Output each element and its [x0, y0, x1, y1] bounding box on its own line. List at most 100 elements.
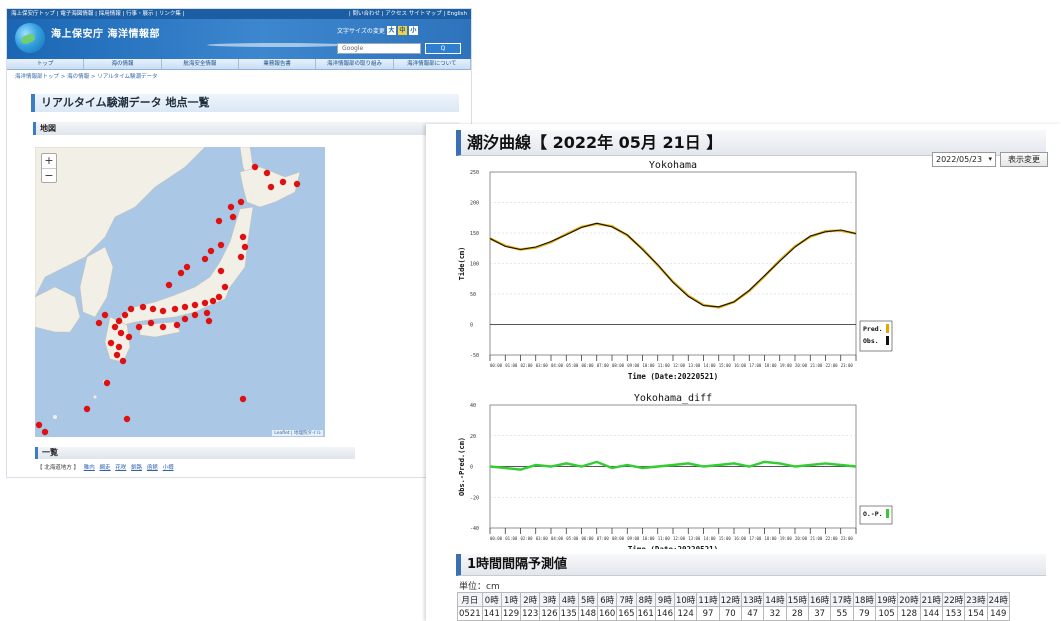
tide-chart-legend-swatch [886, 324, 889, 333]
tide-chart-ytick-label: 100 [470, 262, 479, 268]
font-size-small-button[interactable]: 小 [408, 26, 418, 35]
table-cell: 160 [597, 606, 618, 621]
table-header-cell: 8時 [635, 592, 656, 607]
breadcrumb[interactable]: 海洋情報部トップ > 海の情報 > リアルタイム験潮データ [15, 74, 158, 80]
nav-reports[interactable]: 業務報告書 [239, 59, 317, 69]
table-header-cell: 6時 [597, 592, 618, 607]
table-header-cell: 13時 [740, 592, 765, 607]
tide-chart-xtick-label: 10:00 [642, 363, 655, 368]
diff-chart-xtick-label: 02:00 [520, 536, 533, 541]
region-link-kushiro[interactable]: 釧路 [131, 465, 143, 471]
table-cell: 146 [654, 606, 675, 621]
region-label: 【 北海道地方 】 [37, 465, 79, 471]
tide-chart-xtick-label: 19:00 [780, 363, 793, 368]
table-header-cell: 1時 [500, 592, 522, 607]
diff-chart-xtick-label: 06:00 [581, 536, 594, 541]
diff-chart-xtick-label: 08:00 [612, 536, 625, 541]
font-size-medium-button[interactable]: 中 [397, 26, 407, 35]
table-header-cell: 11時 [696, 592, 720, 607]
tide-chart-xtick-label: 02:00 [520, 363, 533, 368]
tide-chart-series-obs [489, 222, 857, 308]
tide-chart-xtick-label: 01:00 [505, 363, 518, 368]
zoom-in-button[interactable]: + [44, 154, 54, 167]
date-select-value: 2022/05/23 [936, 155, 983, 164]
station-list-window: 海上保安庁トップ | 電子海図情報 | 採用情報 | 行事・展示 | リンク集 … [6, 8, 472, 478]
diff-chart-xtick-label: 14:00 [703, 536, 716, 541]
search-input[interactable]: Google [337, 43, 421, 54]
region-link-abashiri[interactable]: 網走 [99, 465, 111, 471]
tide-chart-legend-swatch [886, 336, 889, 345]
chevron-down-icon: ▾ [988, 155, 992, 163]
tide-chart-legend-label: Obs. [863, 337, 879, 345]
diff-chart-title: Yokohama_diff [634, 393, 712, 404]
global-nav: トップ 海の情報 航海安全情報 業務報告書 海洋情報部の取り組み 海洋情報部につ… [7, 59, 471, 70]
table-header-cell: 2時 [520, 592, 541, 607]
nav-sea-info[interactable]: 海の情報 [84, 59, 162, 69]
map-attribution[interactable]: Leaflet | 地理院タイル [272, 430, 323, 436]
diff-chart-xtick-label: 16:00 [734, 536, 747, 541]
region-link-otaru[interactable]: 小樽 [162, 465, 174, 471]
site-title[interactable]: 海上保安庁 海洋情報部 [51, 29, 160, 40]
nav-navigation-safety[interactable]: 航海安全情報 [162, 59, 239, 69]
table-header-cell: 4時 [558, 592, 579, 607]
search-button[interactable]: Q [425, 43, 461, 54]
tide-chart-xtick-label: 12:00 [673, 363, 686, 368]
tide-chart-xtick-label: 18:00 [764, 363, 777, 368]
diff-chart-ytick-label: 20 [470, 434, 476, 440]
diff-chart-xtick-label: 03:00 [536, 536, 549, 541]
table-cell: 129 [500, 606, 522, 621]
font-size-control: 文字サイズの変更 大 中 小 [337, 26, 418, 35]
diff-chart-xtick-label: 13:00 [688, 536, 701, 541]
site-header: 海上保安庁 海洋情報部 文字サイズの変更 大 中 小 Google Q [7, 19, 471, 59]
utility-right-links[interactable]: | 問い合わせ | アクセス サイトマップ | [348, 11, 446, 17]
diff-chart-xtick-label: 22:00 [825, 536, 838, 541]
utility-links[interactable]: 海上保安庁トップ | 電子海図情報 | 採用情報 | 行事・展示 | リンク集 … [11, 11, 185, 17]
japan-map-graphic [35, 147, 301, 436]
table-cell: 149 [986, 606, 1010, 621]
table-header-cell: 19時 [874, 592, 899, 607]
diff-chart-xtick-label: 17:00 [749, 536, 762, 541]
zoom-out-button[interactable]: − [42, 168, 56, 182]
station-map[interactable]: + − Leaflet | 地理院タイル [35, 147, 325, 437]
diff-chart-xtick-label: 01:00 [505, 536, 518, 541]
tide-chart-xtick-label: 13:00 [688, 363, 701, 368]
tide-chart-ytick-label: 150 [470, 231, 479, 237]
tide-chart-plot-area [489, 171, 857, 356]
font-size-large-button[interactable]: 大 [386, 26, 396, 35]
tide-chart-title: Yokohama [649, 160, 697, 171]
table-header-cell: 15時 [785, 592, 809, 607]
tide-chart-xtick-label: 05:00 [566, 363, 579, 368]
tide-page-heading: 潮汐曲線【 2022年 05月 21日 】 [456, 130, 1046, 156]
date-select[interactable]: 2022/05/23 ▾ [932, 152, 996, 167]
table-cell: 55 [830, 606, 854, 621]
nav-initiatives[interactable]: 海洋情報部の取り組み [316, 59, 394, 69]
utility-bar: 海上保安庁トップ | 電子海図情報 | 採用情報 | 行事・展示 | リンク集 … [7, 9, 471, 19]
change-display-button[interactable]: 表示変更 [1000, 152, 1048, 167]
table-cell: 105 [874, 606, 899, 621]
region-link-wakkanai[interactable]: 稚内 [83, 465, 95, 471]
nav-about[interactable]: 海洋情報部について [394, 59, 471, 69]
english-link[interactable]: English [447, 11, 467, 17]
globe-logo-icon[interactable] [15, 23, 45, 53]
nav-top[interactable]: トップ [7, 59, 85, 69]
region-link-hakodate[interactable]: 函館 [146, 465, 158, 471]
table-cell: 154 [964, 606, 988, 621]
diff-chart-legend-label: O.-P. [863, 510, 883, 518]
region-link-hanasaki[interactable]: 花咲 [115, 465, 127, 471]
diff-chart-xtick-label: 21:00 [810, 536, 823, 541]
diff-chart-xtick-label: 23:00 [841, 536, 854, 541]
station-markers[interactable] [35, 163, 301, 436]
header-swoosh [207, 43, 347, 47]
map-zoom-control: + − [41, 153, 57, 183]
table-header-cell: 10時 [673, 592, 698, 607]
tide-chart-xlabel: Time (Date:20220521) [628, 372, 718, 381]
table-cell: 126 [539, 606, 560, 621]
hourly-prediction-heading: 1時間間隔予測値 [456, 554, 1046, 576]
diff-chart-xtick-label: 10:00 [642, 536, 655, 541]
table-cell: 153 [941, 606, 966, 621]
diff-chart-ylabel: Obs.-Pred.(cm) [458, 437, 466, 496]
diff-chart-xtick-label: 07:00 [597, 536, 610, 541]
tide-chart-xtick-label: 20:00 [795, 363, 808, 368]
table-cell: 165 [616, 606, 637, 621]
